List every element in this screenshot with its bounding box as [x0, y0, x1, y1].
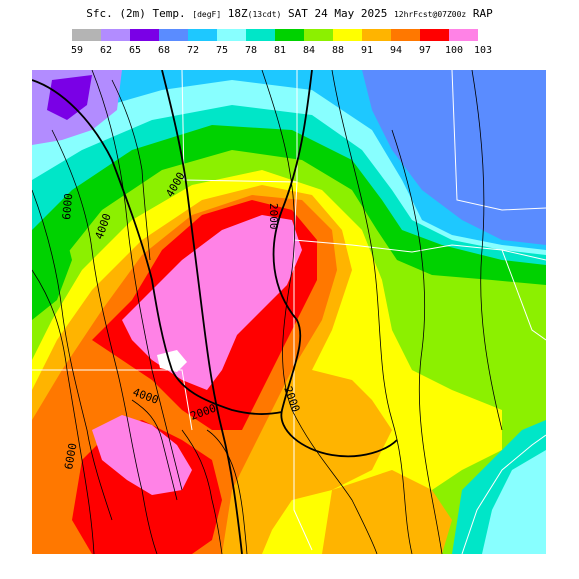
- legend-swatch: [246, 29, 275, 41]
- legend-swatch: [420, 29, 449, 41]
- zone-pink: [122, 215, 302, 390]
- legend-swatch: [333, 29, 362, 41]
- zone-pink-south: [92, 415, 192, 495]
- legend-label: 78: [245, 45, 257, 56]
- zone-lightcyan-se: [472, 430, 546, 554]
- legend-label: 72: [187, 45, 199, 56]
- zone-white-hot: [157, 350, 187, 372]
- legend-swatch: [275, 29, 304, 41]
- title-time: 18Z: [227, 7, 248, 20]
- zone-gold-se: [322, 470, 452, 554]
- contour-label-6000: 6000: [60, 193, 75, 221]
- legend-label: 81: [274, 45, 286, 56]
- zone-green-west: [32, 220, 72, 320]
- legend-label: 88: [332, 45, 344, 56]
- temperature-map: 2000 2000 2000 4000 4000 4000 6000 6000: [32, 70, 546, 554]
- zone-darkpurple-nw: [47, 75, 92, 120]
- color-legend: 59 62 65 68 72 75 78 81 84 88 91 94 97 100 103: [71, 29, 492, 56]
- legend-swatch: [304, 29, 333, 41]
- title-units: [degF]: [192, 10, 222, 19]
- legend-label: 94: [390, 45, 402, 56]
- legend-label: 65: [129, 45, 141, 56]
- legend-label: 68: [158, 45, 170, 56]
- legend-label: 75: [216, 45, 228, 56]
- legend-swatch: [130, 29, 159, 41]
- legend-label: 84: [303, 45, 315, 56]
- elevation-contours: [32, 70, 503, 554]
- legend-label: 97: [419, 45, 431, 56]
- title-main: Sfc. (2m) Temp.: [86, 7, 186, 20]
- legend-swatch: [391, 29, 420, 41]
- legend-swatch: [159, 29, 188, 41]
- legend-swatch: [449, 29, 478, 41]
- contour-label-6000: 6000: [62, 442, 79, 470]
- legend-swatch: [188, 29, 217, 41]
- legend-swatch: [362, 29, 391, 41]
- zone-blue-ne: [362, 70, 546, 245]
- legend-label: 59: [71, 45, 83, 56]
- legend-swatch: [217, 29, 246, 41]
- legend-label: 103: [474, 45, 492, 56]
- title-fcst: 12hrFcst@07Z: [393, 10, 452, 19]
- coastline: [461, 434, 546, 554]
- title-local: (13cdt): [247, 10, 282, 19]
- contour-label-2000: 2000: [267, 203, 280, 230]
- map-title: Sfc. (2m) Temp. [degF] 18Z(13cdt) SAT 24…: [0, 7, 579, 20]
- title-init: 00z: [451, 10, 467, 19]
- title-date: SAT 24 May 2025: [288, 7, 388, 20]
- legend-label: 100: [445, 45, 463, 56]
- legend-swatch: [101, 29, 130, 41]
- legend-label: 62: [100, 45, 112, 56]
- legend-swatch: [72, 29, 101, 41]
- title-model: RAP: [472, 7, 493, 20]
- legend-label: 91: [361, 45, 373, 56]
